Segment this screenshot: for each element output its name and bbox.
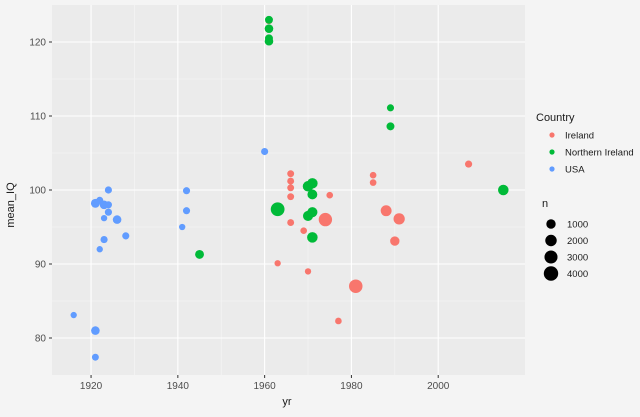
data-point-ireland (287, 184, 295, 192)
data-point-ireland (287, 219, 295, 227)
legend-size-key (546, 219, 556, 229)
data-point-ireland (300, 227, 308, 235)
y-tick-label: 110 (30, 112, 46, 123)
y-tick-label: 90 (35, 260, 47, 271)
data-point-usa (104, 186, 112, 194)
legend-country-title: Country (536, 112, 575, 124)
legend-size-key (544, 250, 558, 264)
legend-size-label: 3000 (567, 253, 588, 264)
legend-color-keys: Ireland Northern Ireland USA (549, 131, 634, 176)
legend-size-keys: 1000 2000 3000 4000 (543, 219, 588, 281)
legend-size-label: 4000 (567, 269, 588, 280)
gridlines (52, 5, 525, 375)
data-point-ireland (369, 179, 377, 186)
legend-key-ireland (549, 132, 555, 138)
y-axis-title: mean_IQ (5, 182, 17, 228)
data-point-northern-ireland (264, 24, 274, 33)
data-point-usa (122, 232, 130, 240)
data-point-ireland (369, 171, 377, 179)
x-axis-title: yr (282, 396, 292, 408)
data-point-ireland (274, 260, 281, 267)
data-point-ireland (287, 193, 295, 201)
data-point-usa (104, 201, 112, 209)
data-point-northern-ireland (307, 207, 318, 218)
data-point-ireland (304, 268, 312, 275)
y-tick-label: 100 (29, 186, 46, 197)
data-point-ireland (287, 170, 295, 178)
data-point-usa (182, 187, 191, 195)
data-point-usa (112, 215, 122, 224)
data-point-northern-ireland (307, 178, 318, 189)
legend-label-ireland: Ireland (565, 131, 594, 142)
data-point-northern-ireland (498, 184, 509, 196)
data-point-northern-ireland (195, 249, 204, 259)
x-tick-label: 1980 (340, 381, 363, 392)
data-point-northern-ireland (270, 202, 285, 217)
data-point-northern-ireland (265, 15, 273, 24)
data-point-usa (179, 223, 186, 231)
data-point-usa (104, 208, 112, 216)
data-point-usa (182, 207, 191, 215)
x-tick-label: 1960 (254, 381, 277, 392)
data-point-ireland (349, 279, 363, 293)
data-point-ireland (465, 160, 473, 168)
legend-size-label: 1000 (567, 220, 588, 231)
x-tick-label: 2000 (427, 381, 450, 392)
data-point-usa (70, 311, 77, 319)
x-tick-label: 1940 (167, 381, 190, 392)
y-tick-label: 120 (29, 38, 46, 49)
data-point-usa (261, 147, 269, 156)
data-point-usa (96, 246, 103, 253)
legend-size-label: 2000 (567, 236, 588, 247)
data-point-ireland (380, 205, 392, 217)
x-tick-label: 1920 (80, 381, 103, 392)
data-points (70, 15, 509, 361)
legend-size-title: n (542, 198, 548, 210)
data-point-northern-ireland (386, 122, 395, 131)
y-tick-label: 80 (35, 334, 47, 345)
data-point-ireland (390, 236, 400, 246)
data-point-ireland (326, 191, 334, 199)
legend: Country Ireland Northern Ireland USA n 100… (536, 112, 634, 281)
legend-label-northern-ireland: Northern Ireland (565, 148, 634, 159)
legend-label-usa: USA (565, 165, 585, 176)
axis-ticks: 1920 1940 1960 1980 2000 80 90 100 110 120 (29, 38, 449, 393)
data-point-northern-ireland (307, 189, 318, 200)
data-point-ireland (287, 177, 295, 185)
data-point-ireland (318, 212, 333, 227)
data-point-northern-ireland (386, 104, 395, 112)
legend-size-key (543, 266, 559, 281)
data-point-usa (100, 214, 108, 222)
legend-size-key (545, 234, 557, 247)
legend-key-northern-ireland (549, 149, 555, 155)
data-point-northern-ireland (264, 36, 274, 46)
data-point-usa (91, 353, 99, 361)
data-point-usa (91, 326, 100, 335)
data-point-northern-ireland (307, 232, 318, 243)
legend-key-usa (549, 166, 555, 172)
data-point-ireland (393, 213, 405, 225)
data-point-usa (100, 236, 108, 244)
data-point-ireland (335, 317, 342, 325)
